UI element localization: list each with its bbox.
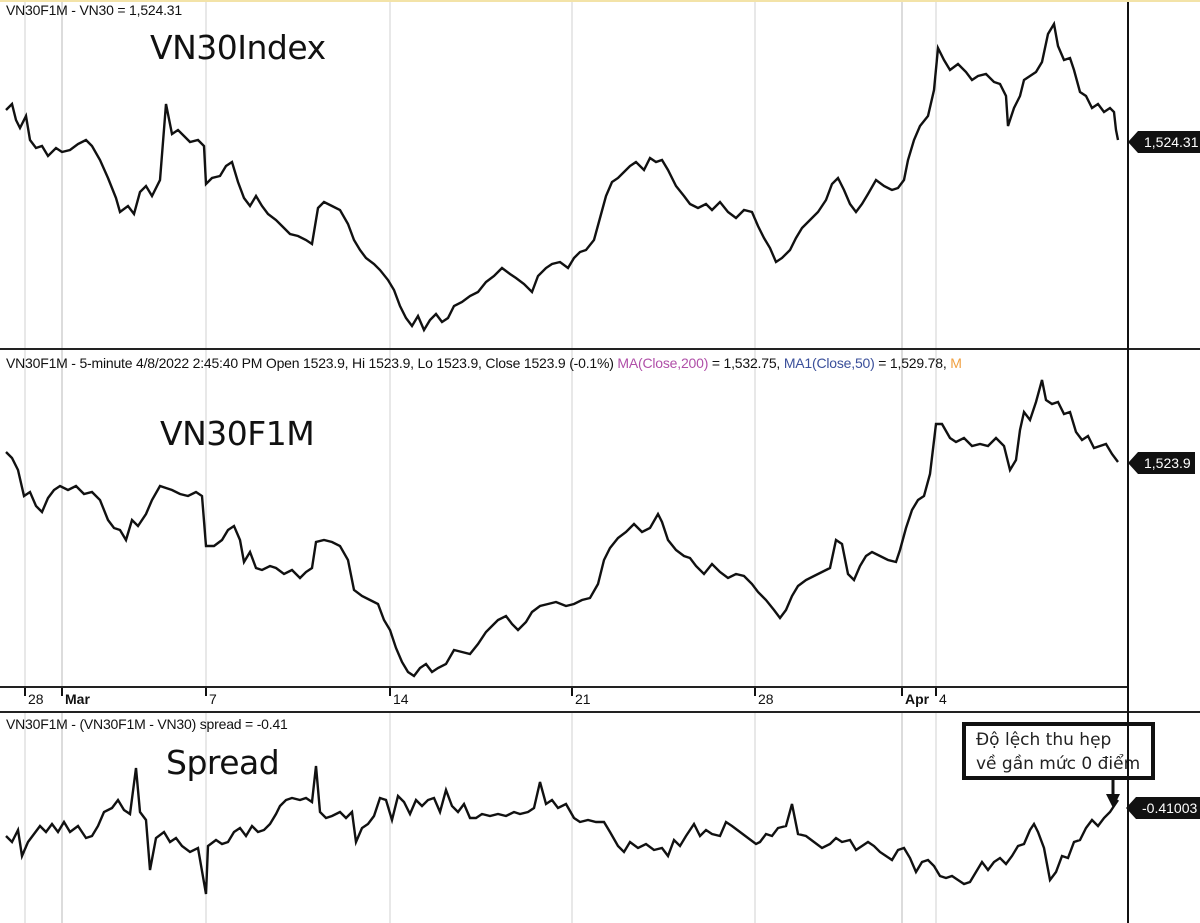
x-axis-top-border (0, 686, 1128, 688)
vn30f1m-line (5, 379, 1119, 678)
panel-spread: VN30F1M - (VN30F1M - VN30) spread = -0.4… (0, 713, 1200, 923)
x-axis-tick (389, 688, 391, 696)
x-axis-tick (61, 688, 63, 696)
x-axis-tick (205, 688, 207, 696)
x-axis-tick (935, 688, 937, 696)
x-axis-label: 7 (209, 691, 217, 707)
panel-divider (0, 348, 1200, 350)
panel-header: VN30F1M - (VN30F1M - VN30) spread = -0.4… (6, 716, 288, 732)
panel-title: VN30F1M (160, 414, 315, 453)
gridlines (24, 2, 937, 923)
ma200-value: = 1,532.75, (708, 355, 784, 371)
panel-title: Spread (166, 743, 280, 782)
ma50-value: = 1,529.78, (874, 355, 951, 371)
panel-header: VN30F1M - VN30 = 1,524.31 (6, 2, 182, 18)
x-axis-label: 28 (758, 691, 774, 707)
vn30index-line (5, 20, 1120, 333)
more-legend: M (950, 355, 962, 371)
x-axis-tick (754, 688, 756, 696)
panel-title: VN30Index (150, 28, 326, 67)
x-axis-tick (24, 688, 26, 696)
x-axis-label: Mar (65, 691, 90, 707)
annotation-line-2: về gần mức 0 điểm (976, 754, 1141, 774)
spread-line (5, 765, 1119, 895)
x-axis-tick (901, 688, 903, 696)
last-price-tag: 1,523.9 (1128, 452, 1195, 474)
top-border (0, 0, 1200, 2)
last-value-tag: -0.41003 (1125, 797, 1200, 819)
x-axis-label: 4 (939, 691, 947, 707)
ohlc-text: VN30F1M - 5-minute 4/8/2022 2:45:40 PM O… (6, 355, 614, 371)
price-axis-border (1127, 2, 1129, 923)
panel-divider (0, 711, 1200, 713)
x-axis-tick (571, 688, 573, 696)
last-price-tag: 1,524.31 (1128, 131, 1200, 153)
ma50-legend[interactable]: MA1(Close,50) (783, 355, 875, 371)
x-axis-label: 21 (575, 691, 591, 707)
x-axis-label: 14 (393, 691, 409, 707)
annotation-box: Độ lệch thu hẹp về gần mức 0 điểm (962, 722, 1155, 780)
ma200-legend[interactable]: MA(Close,200) (617, 355, 709, 371)
panel-vn30f1m: VN30F1M - 5-minute 4/8/2022 2:45:40 PM O… (0, 350, 1200, 686)
x-axis-label: 28 (28, 691, 44, 707)
annotation-arrow (1106, 780, 1120, 808)
panel-header: VN30F1M - 5-minute 4/8/2022 2:45:40 PM O… (6, 355, 962, 371)
annotation-line-1: Độ lệch thu hẹp (976, 730, 1112, 750)
panel-vn30index: VN30F1M - VN30 = 1,524.31 VN30Index 1,52… (0, 0, 1200, 348)
x-axis-label: Apr (905, 691, 930, 707)
